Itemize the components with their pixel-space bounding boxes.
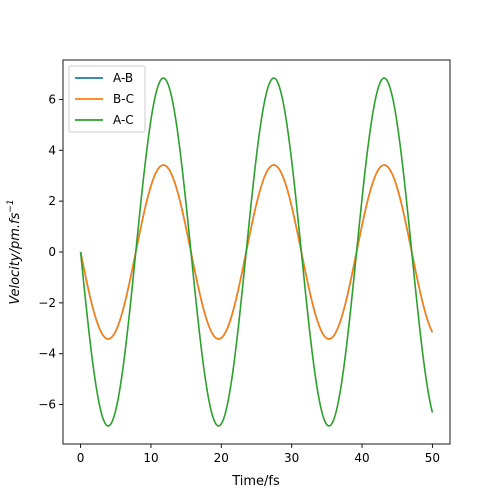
y-tick-label: 2 [48,194,56,208]
legend-box [68,65,146,133]
y-axis-label-exponent: −1 [6,199,16,212]
legend-label-a-b: A-B [113,71,133,85]
legend: A-B B-C A-C [68,65,146,133]
x-tick-label: 30 [284,451,299,465]
y-tick-label: 0 [48,245,56,259]
y-axis-label: Velocity/pm.fs−1 [6,199,23,304]
x-tick-label: 10 [143,451,158,465]
x-tick-label: 50 [425,451,440,465]
y-tick-label: −4 [38,347,56,361]
y-tick-label: 6 [48,92,56,106]
x-tick-label: 40 [354,451,369,465]
x-tick-label: 0 [77,451,85,465]
legend-label-a-c: A-C [113,113,134,127]
series-line-b-c [79,164,434,340]
y-axis-ticks: −6 −4 −2 0 2 4 6 [38,92,63,412]
series-layer [79,77,434,427]
y-tick-label: 4 [48,143,56,157]
y-tick-label: −2 [38,296,56,310]
legend-label-b-c: B-C [113,92,134,106]
y-axis-label-main: Velocity/pm.fs [8,212,23,304]
series-line-a-c [79,77,434,427]
x-axis-ticks: 0 10 20 30 40 50 [77,444,440,465]
x-tick-label: 20 [214,451,229,465]
y-tick-label: −6 [38,398,56,412]
x-axis-label: Time/fs [231,474,280,489]
